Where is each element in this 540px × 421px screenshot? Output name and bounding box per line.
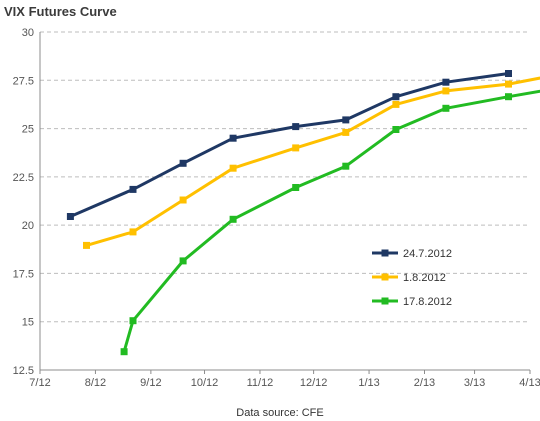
data-point-marker <box>392 126 400 133</box>
legend-label: 1.8.2012 <box>403 272 446 284</box>
series-line-1 <box>68 72 510 218</box>
legend-swatch-marker <box>381 297 389 305</box>
data-point-marker <box>129 228 137 236</box>
data-point-marker <box>179 257 187 265</box>
data-point-marker <box>129 185 137 193</box>
data-point-marker <box>442 104 450 112</box>
data-point-marker <box>442 87 450 95</box>
x-tick-label: 3/13 <box>464 377 485 389</box>
legend: 24.7.2012 1.8.2012 17.8.2012 <box>372 248 452 308</box>
axes: 12.5 15 17.5 20 22.5 25 27.5 30 7/12 8/12 9/12 10/1… <box>13 27 540 389</box>
legend-swatch-marker <box>381 249 389 257</box>
data-source-note: Data source: CFE <box>236 407 323 419</box>
y-tick-label: 12.5 <box>13 365 34 377</box>
x-tick-label: 9/12 <box>140 377 161 389</box>
y-tick-label: 30 <box>22 27 34 39</box>
y-tick-label: 20 <box>22 220 34 232</box>
x-tick-label: 8/12 <box>85 377 106 389</box>
legend-label: 17.8.2012 <box>403 296 452 308</box>
y-tick-label: 22.5 <box>13 172 34 184</box>
x-tick-label: 7/12 <box>29 377 50 389</box>
x-tick-label: 1/13 <box>358 377 379 389</box>
data-point-marker <box>342 116 350 124</box>
series-line-3 <box>122 89 540 354</box>
y-tick-label: 17.5 <box>13 268 34 280</box>
x-tick-label: 2/13 <box>414 377 435 389</box>
data-point-marker <box>392 93 400 101</box>
data-point-marker <box>179 196 187 204</box>
legend-item-3: 17.8.2012 <box>372 296 452 308</box>
y-tick-label: 15 <box>22 317 34 329</box>
x-tick-label: 12/12 <box>300 377 328 389</box>
chart-title: VIX Futures Curve <box>4 4 117 19</box>
data-point-marker <box>505 70 512 77</box>
series-3 <box>120 89 540 356</box>
data-point-marker <box>505 93 512 101</box>
data-point-marker <box>229 215 237 223</box>
x-tick-label: 11/12 <box>247 377 274 389</box>
data-point-marker <box>442 78 450 86</box>
legend-label: 24.7.2012 <box>403 248 452 260</box>
data-point-marker <box>342 128 350 136</box>
data-point-marker <box>129 317 137 325</box>
series-2 <box>83 76 540 249</box>
data-point-marker <box>229 164 237 172</box>
x-tick-label: 4/13 <box>519 377 540 389</box>
series-line-2 <box>85 76 540 247</box>
legend-swatch-marker <box>381 273 389 281</box>
series-1 <box>66 70 512 220</box>
data-point-marker <box>292 123 300 131</box>
y-tick-label: 25 <box>22 124 34 136</box>
data-point-marker <box>229 134 237 142</box>
legend-item-1: 24.7.2012 <box>372 248 452 260</box>
y-tick-label: 27.5 <box>13 75 34 87</box>
series-lines <box>66 70 540 356</box>
gridlines <box>40 31 530 323</box>
data-point-marker <box>505 80 512 88</box>
data-point-marker <box>342 162 350 170</box>
data-point-marker <box>83 241 90 249</box>
data-point-marker <box>120 348 128 356</box>
data-point-marker <box>292 184 300 191</box>
data-point-marker <box>392 100 400 108</box>
data-point-marker <box>66 213 74 220</box>
data-point-marker <box>292 144 300 152</box>
data-point-marker <box>179 159 187 167</box>
x-tick-label: 10/12 <box>191 377 219 389</box>
legend-item-2: 1.8.2012 <box>372 272 446 284</box>
